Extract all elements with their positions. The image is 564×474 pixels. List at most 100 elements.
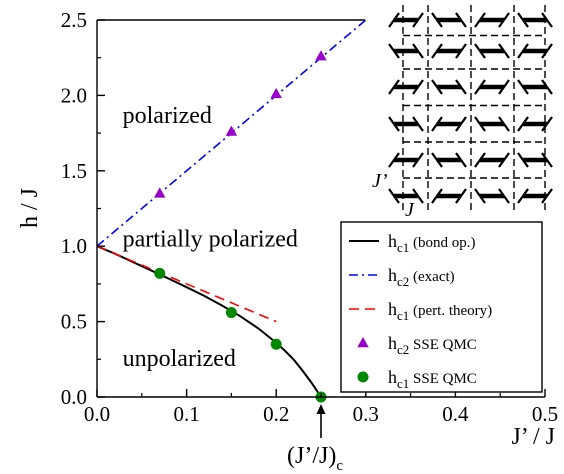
triangle-marker <box>315 50 327 61</box>
spin-arrow <box>455 12 467 28</box>
spin-arrow <box>474 79 486 95</box>
legend-box <box>340 221 543 393</box>
spin-arrow <box>455 43 467 59</box>
spin-arrow <box>431 116 443 132</box>
circle-marker <box>225 307 237 319</box>
y-tick-label: 1.5 <box>61 159 87 183</box>
inset-label-jprime: J’ <box>372 170 388 192</box>
x-tick-label: 0.1 <box>173 402 199 426</box>
y-tick-label: 0.5 <box>61 310 87 334</box>
spin-arrow <box>498 116 510 132</box>
legend-label-tail: (bond op.) <box>409 235 475 251</box>
spin-arrow <box>541 79 553 95</box>
tick-layer: 0.0 0.1 0.2 0.3 0.4 0.5 0.0 0.5 1.0 1.5 2.0 2.5 <box>61 8 558 426</box>
spin-arrow <box>541 188 553 204</box>
spin-arrow <box>388 79 400 95</box>
legend-subscript: c2 <box>397 274 409 289</box>
spin-arrow <box>431 79 443 95</box>
region-label-unpolarized: unpolarized <box>123 346 236 372</box>
spin-arrow <box>541 152 553 168</box>
spin-arrow <box>412 43 424 59</box>
spin-arrow <box>412 12 424 28</box>
spin-arrow <box>431 152 443 168</box>
spin-arrow <box>517 79 529 95</box>
spin-arrow <box>517 12 529 28</box>
spin-arrow <box>517 188 529 204</box>
spin-arrow <box>474 188 486 204</box>
spin-arrow <box>388 152 400 168</box>
circle-marker <box>270 338 282 350</box>
spin-arrow <box>388 43 400 59</box>
spin-arrow <box>474 152 486 168</box>
x-tick-label: 0.4 <box>442 402 469 426</box>
legend-subscript: c1 <box>397 308 409 323</box>
spin-arrow <box>455 152 467 168</box>
spin-arrow <box>498 188 510 204</box>
spin-arrow <box>388 188 400 204</box>
spin-arrow <box>388 116 400 132</box>
spin-arrow <box>412 116 424 132</box>
legend-circle-icon <box>357 371 369 383</box>
legend: hc1 (bond op.)hc2 (exact)hc1 (pert. theo… <box>340 221 543 393</box>
spin-arrow <box>498 43 510 59</box>
critical-point-label: (J’/J)c <box>287 443 343 474</box>
spin-arrow <box>517 116 529 132</box>
spin-arrow <box>517 43 529 59</box>
legend-label-tail: SSE QMC <box>409 337 477 353</box>
x-tick-label: 0.0 <box>84 402 110 426</box>
triangle-marker <box>225 125 238 136</box>
legend-label: hc2 SSE QMC <box>388 333 477 357</box>
spin-arrow <box>474 43 486 59</box>
spin-arrow <box>474 116 486 132</box>
spin-arrow <box>455 79 467 95</box>
marker-layer <box>154 50 327 403</box>
spin-arrow <box>431 43 443 59</box>
circle-marker <box>154 267 166 279</box>
x-tick-label: 0.5 <box>532 402 558 426</box>
region-label-polarized: polarized <box>123 103 212 129</box>
spin-arrow <box>431 12 443 28</box>
lattice-inset: J’ J <box>372 5 553 221</box>
legend-triangle-icon <box>357 337 369 348</box>
inset-label-j: J <box>405 199 415 221</box>
legend-subscript: c2 <box>397 342 409 357</box>
y-tick-label: 2.5 <box>61 8 87 32</box>
spin-arrow <box>455 116 467 132</box>
legend-subscript: c1 <box>397 240 409 255</box>
series-line-2 <box>96 245 277 323</box>
spin-arrow <box>388 12 400 28</box>
y-tick-label: 0.0 <box>61 385 87 409</box>
series-line-0 <box>96 245 322 398</box>
spin-arrow <box>412 188 424 204</box>
critical-point-subscript: c <box>336 458 343 474</box>
spin-arrow <box>498 12 510 28</box>
spin-arrow <box>412 79 424 95</box>
spin-arrow <box>498 152 510 168</box>
spin-arrow <box>455 188 467 204</box>
x-tick-label: 0.3 <box>353 402 379 426</box>
y-tick-label: 1.0 <box>61 234 87 258</box>
triangle-marker <box>154 187 166 198</box>
spin-arrow <box>541 116 553 132</box>
legend-label-tail: SSE QMC <box>409 371 477 387</box>
spin-arrow <box>474 12 486 28</box>
x-axis-label: J’ / J <box>511 424 555 450</box>
y-tick-label: 2.0 <box>61 83 87 107</box>
spin-arrow <box>431 188 443 204</box>
y-axis-label: h / J <box>17 188 43 228</box>
legend-label-tail: (pert. theory) <box>409 303 492 319</box>
triangle-marker <box>270 87 282 99</box>
spin-arrow <box>517 152 529 168</box>
legend-item-3: hc2 SSE QMC <box>357 333 477 357</box>
spin-arrow <box>541 43 553 59</box>
series-layer <box>96 19 367 398</box>
region-label-partially-polarized: partially polarized <box>123 227 298 253</box>
legend-subscript: c1 <box>397 376 409 391</box>
critical-point-arrowhead <box>316 404 326 414</box>
legend-label-tail: (exact) <box>409 269 454 285</box>
spin-arrow <box>541 12 553 28</box>
spin-arrow <box>498 79 510 95</box>
x-tick-label: 0.2 <box>263 402 289 426</box>
spin-arrow <box>412 152 424 168</box>
